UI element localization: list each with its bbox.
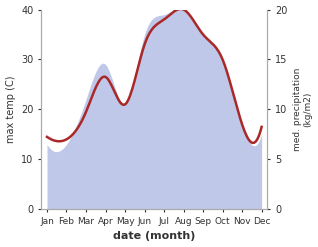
Y-axis label: max temp (C): max temp (C) bbox=[5, 76, 16, 143]
Y-axis label: med. precipitation
(kg/m2): med. precipitation (kg/m2) bbox=[293, 68, 313, 151]
X-axis label: date (month): date (month) bbox=[113, 231, 196, 242]
